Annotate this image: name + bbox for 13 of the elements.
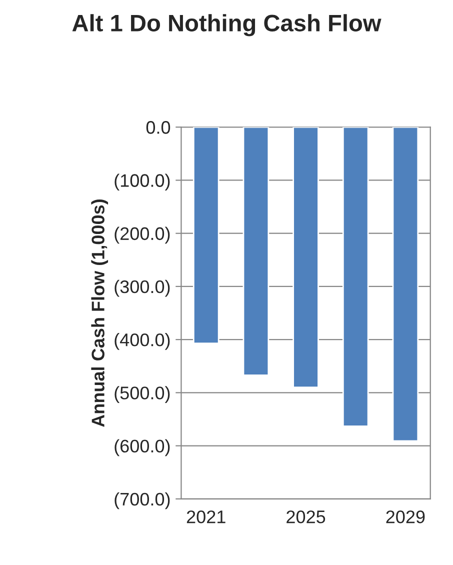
x-tick-label: 2029	[386, 510, 425, 524]
y-tick-label: 0.0	[146, 121, 170, 134]
y-tick-label: (100.0)	[114, 174, 170, 191]
x-tick-label: 2021	[186, 510, 226, 524]
x-tick-label: 2025	[286, 510, 326, 524]
y-axis-title: Annual Cash Flow (1,000s)	[91, 200, 108, 427]
y-tick-label: (200.0)	[114, 226, 170, 244]
y-tick-label: (600.0)	[114, 439, 170, 456]
y-tick-label: (700.0)	[114, 492, 170, 510]
chart-title: Alt 1 Do Nothing Cash Flow	[72, 14, 382, 36]
y-tick-label: (400.0)	[114, 333, 170, 350]
y-tick-label: (500.0)	[114, 386, 170, 403]
y-tick-label: (300.0)	[114, 280, 170, 297]
